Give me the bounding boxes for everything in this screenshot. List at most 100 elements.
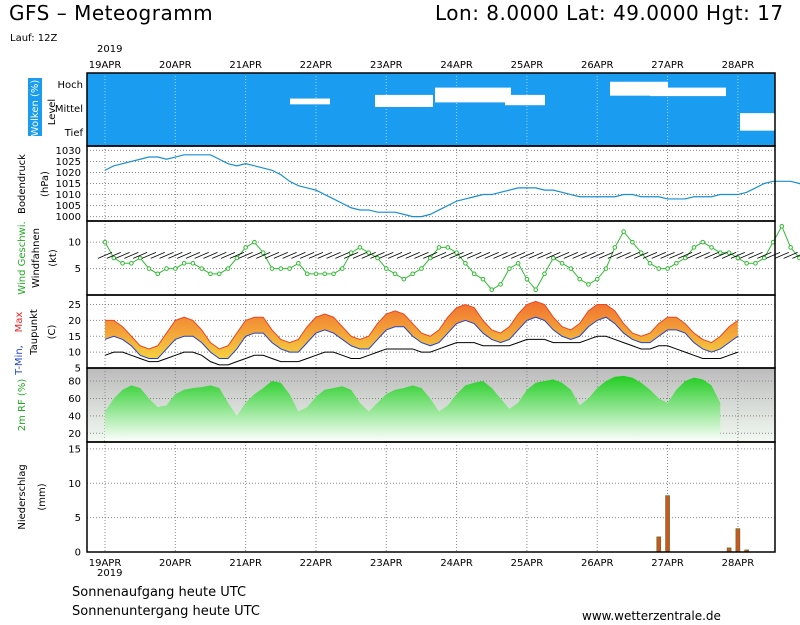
y-tick-label: 15 [68,332,81,343]
wind-barb [739,251,754,259]
wind-barb [651,251,666,259]
wind-point [120,260,125,266]
wind-point [779,223,785,229]
wind-barb [493,251,508,259]
temp-max-axis-label: Max [14,312,25,333]
wind-point [630,239,635,245]
wind-point [594,276,600,282]
sunrise-text: Sonnenaufgang heute UTC [72,585,247,600]
day-label-bottom: 28APR [722,558,755,569]
rh-area [87,375,721,442]
temp-max-line [105,300,739,350]
day-label-top: 26APR [581,60,614,71]
wind-point [612,245,618,250]
wind-point [718,250,723,256]
wind-point [700,239,706,245]
wind-point [313,271,319,277]
wind-point [366,250,372,256]
wind-point [735,255,741,261]
wind-barb [317,251,332,259]
wind-point [665,266,670,271]
wind-barb [423,251,438,259]
cloud-patch [740,113,780,131]
precip-axis-label: Niederschlag [17,464,28,529]
wind-barb [273,251,288,259]
wind-barb [141,251,157,259]
wind-point [788,245,793,250]
wind-point [577,276,582,282]
y-tick-label: 0 [75,548,81,559]
wind-barb [598,251,614,259]
wind-point [375,255,380,261]
cloud-patch [375,94,433,107]
pressure-line [104,154,800,218]
wind-point [463,260,468,266]
wind-barb [370,251,385,259]
wind-point [401,276,407,282]
wind-barb [396,251,412,259]
wind-barb [414,251,429,259]
wind-barb [326,251,341,259]
wind-barb [335,251,350,259]
y-tick-label: 20 [68,316,81,327]
wind-point [287,266,292,271]
wind-barb [590,251,605,259]
wind-point [146,266,152,271]
wind-barb [229,251,245,259]
wind-barb [387,251,403,259]
y-tick-label: 10 [68,348,81,359]
wind-point [726,250,732,256]
cloud-patch [505,94,545,106]
wind-point [471,271,477,277]
day-label-bottom: 19APR [89,558,122,569]
y-tick-label: 1020 [56,168,81,179]
temp-min-line [104,316,739,359]
wind-barb [212,251,227,259]
wind-barb [757,251,772,259]
wind-barb [379,251,394,259]
pressure-unit-label: (hPa) [40,171,51,197]
day-label-bottom: 21APR [229,558,262,569]
day-label-bottom: 22APR [300,558,333,569]
day-label-top: 19APR [89,60,122,71]
wind-point [296,260,301,266]
wind-point [252,239,257,245]
wind-barb [238,251,253,259]
wind-point [419,266,424,271]
wind-barb [607,251,622,259]
run-label: Lauf: 12Z [10,33,58,44]
wind-point [621,229,626,234]
y-tick-label: 15 [68,444,81,455]
day-label-top: 27APR [651,60,684,71]
wind-speed-axis-label: Wind Geschwi. [17,221,28,294]
wind-point [744,260,749,266]
wind-barb [686,251,702,259]
pressure-axis-label: Bodendruck [17,154,28,214]
wind-barb [247,251,262,259]
wind-point [304,271,310,277]
wind-point [164,266,169,271]
y-tick-label: 40 [68,411,81,422]
wind-point [507,266,512,271]
wind-point [111,255,117,261]
y-tick-label: 20 [68,429,81,440]
wind-barb [581,251,596,259]
wind-barb [458,251,473,259]
wind-point [445,245,451,250]
day-label-bottom: 23APR [370,558,403,569]
wind-barb [748,251,763,259]
wind-barb [168,251,183,259]
wind-barb [431,251,447,259]
wind-barb [361,251,376,259]
y-tick-label: 10 [68,238,81,249]
day-label-top: 23APR [370,60,403,71]
cloud-label-bg [28,78,42,136]
wind-point [674,260,679,266]
day-label-top: 25APR [511,60,544,71]
precip-bar [735,528,741,553]
wind-barb [546,251,561,259]
day-label-bottom: 24APR [440,558,473,569]
wind-point [761,255,767,261]
day-label-top: 24APR [440,60,473,71]
wind-barb [449,251,464,259]
